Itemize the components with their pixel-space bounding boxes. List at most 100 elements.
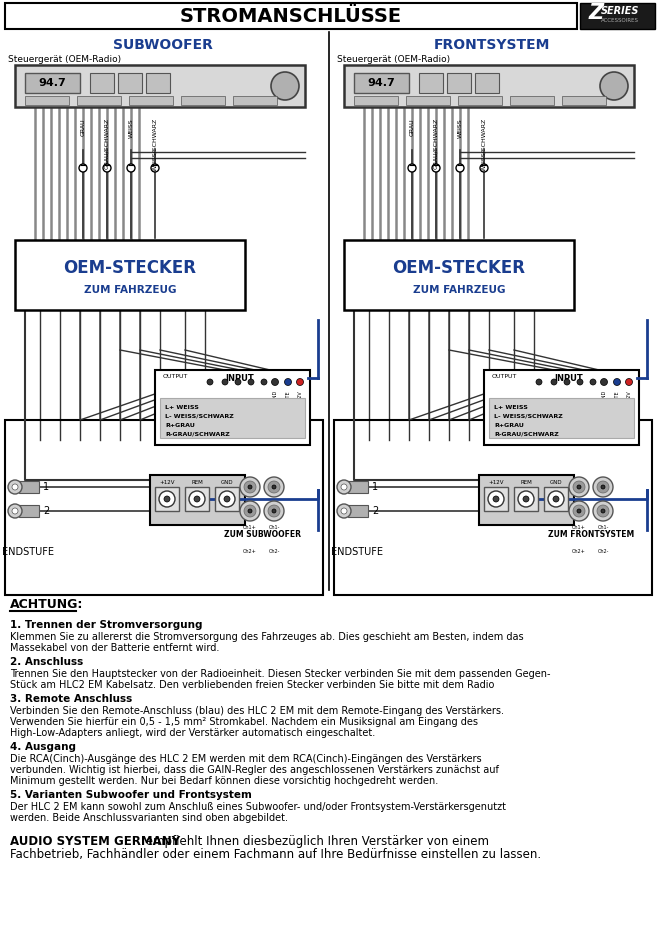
Text: Ch2+: Ch2+ <box>572 549 586 554</box>
Text: Ch1+: Ch1+ <box>572 525 586 530</box>
Circle shape <box>151 164 159 172</box>
Circle shape <box>264 501 284 521</box>
Text: Stück am HLC2 EM Kabelsatz. Den verbliebenden freien Stecker verbinden Sie bitte: Stück am HLC2 EM Kabelsatz. Den verblieb… <box>10 680 494 690</box>
Text: +12V: +12V <box>488 480 504 485</box>
Circle shape <box>456 164 464 172</box>
Circle shape <box>577 509 581 513</box>
Text: ZUM FRONTSYSTEM: ZUM FRONTSYSTEM <box>548 530 634 539</box>
Circle shape <box>271 72 299 100</box>
Circle shape <box>590 379 596 385</box>
Bar <box>419 73 443 93</box>
Circle shape <box>244 481 256 493</box>
Bar <box>344 65 634 107</box>
Circle shape <box>597 481 609 493</box>
Circle shape <box>337 504 351 518</box>
Text: SERIES: SERIES <box>601 6 640 16</box>
Text: 1: 1 <box>372 482 378 492</box>
Circle shape <box>548 491 564 507</box>
Circle shape <box>264 477 284 497</box>
Circle shape <box>248 379 254 385</box>
Circle shape <box>207 379 213 385</box>
Circle shape <box>8 480 22 494</box>
Text: Ch2+: Ch2+ <box>243 549 257 554</box>
Text: +12V: +12V <box>297 390 303 404</box>
Circle shape <box>573 481 585 493</box>
Text: GRAU: GRAU <box>80 118 86 135</box>
Circle shape <box>297 379 303 386</box>
Circle shape <box>127 164 135 172</box>
Bar <box>562 96 606 105</box>
Circle shape <box>341 484 347 490</box>
Text: Ch1-: Ch1- <box>597 525 609 530</box>
Text: Die RCA(Cinch)-Ausgänge des HLC 2 EM werden mit dem RCA(Cinch)-Eingängen des Ver: Die RCA(Cinch)-Ausgänge des HLC 2 EM wer… <box>10 754 482 764</box>
Text: ZUM FAHRZEUG: ZUM FAHRZEUG <box>413 285 505 295</box>
Bar <box>181 96 225 105</box>
Text: REM: REM <box>520 480 532 485</box>
Text: Steuergerät (OEM-Radio): Steuergerät (OEM-Radio) <box>337 55 450 64</box>
Circle shape <box>564 379 570 385</box>
Text: Verbinden Sie den Remote-Anschluss (blau) des HLC 2 EM mit dem Remote-Eingang de: Verbinden Sie den Remote-Anschluss (blau… <box>10 706 504 716</box>
Text: Fachbetrieb, Fachhändler oder einem Fachmann auf Ihre Bedürfnisse einstellen zu : Fachbetrieb, Fachhändler oder einem Fach… <box>10 848 541 861</box>
Bar <box>344 240 574 310</box>
Circle shape <box>626 379 632 386</box>
Text: ZUM FAHRZEUG: ZUM FAHRZEUG <box>84 285 176 295</box>
Circle shape <box>600 72 628 100</box>
Bar <box>479 475 574 525</box>
Text: High-Low-Adapters anliegt, wird der Verstärker automatisch eingeschaltet.: High-Low-Adapters anliegt, wird der Vers… <box>10 728 375 738</box>
Text: WEISS: WEISS <box>128 118 134 138</box>
Text: OUTPUT: OUTPUT <box>492 374 517 379</box>
Bar <box>458 96 502 105</box>
Text: Ch1-: Ch1- <box>268 525 280 530</box>
Circle shape <box>597 505 609 517</box>
Bar <box>15 65 305 107</box>
Text: INPUT: INPUT <box>554 374 583 383</box>
Text: 1. Trennen der Stromversorgung: 1. Trennen der Stromversorgung <box>10 620 203 630</box>
Circle shape <box>577 379 583 385</box>
Circle shape <box>601 509 605 513</box>
Bar <box>489 398 634 438</box>
Text: GND: GND <box>272 390 278 401</box>
Bar <box>348 481 368 493</box>
Text: GRAU/SCHWARZ: GRAU/SCHWARZ <box>434 118 438 169</box>
Text: ENDSTUFE: ENDSTUFE <box>331 547 383 557</box>
Text: GND: GND <box>220 480 234 485</box>
Circle shape <box>601 379 607 386</box>
Bar <box>129 96 173 105</box>
Bar <box>354 73 409 93</box>
Text: R+GRAU: R+GRAU <box>494 423 524 428</box>
Text: WEISS/SCHWARZ: WEISS/SCHWARZ <box>153 118 157 171</box>
Text: +12V: +12V <box>159 480 175 485</box>
Bar <box>118 73 142 93</box>
Text: Z: Z <box>589 3 604 23</box>
Bar <box>15 240 245 310</box>
Text: ENDSTUFE: ENDSTUFE <box>2 547 54 557</box>
Text: Klemmen Sie zu allererst die Stromversorgung des Fahrzeuges ab. Dies geschieht a: Klemmen Sie zu allererst die Stromversor… <box>10 632 524 642</box>
Text: 94.7: 94.7 <box>38 78 66 88</box>
Circle shape <box>268 481 280 493</box>
Text: OUTPUT: OUTPUT <box>163 374 188 379</box>
Circle shape <box>569 477 589 497</box>
Bar <box>155 487 179 511</box>
Circle shape <box>272 379 278 386</box>
Bar <box>475 73 499 93</box>
Circle shape <box>248 509 252 513</box>
Bar <box>5 3 577 29</box>
Circle shape <box>553 496 559 502</box>
Bar <box>510 96 554 105</box>
Circle shape <box>240 477 260 497</box>
Text: Minimum gestellt werden. Nur bei Bedarf können diese vorsichtig hochgedreht werd: Minimum gestellt werden. Nur bei Bedarf … <box>10 776 438 786</box>
Text: AUDIO SYSTEM GERMANY: AUDIO SYSTEM GERMANY <box>10 835 180 848</box>
Text: Ch2-: Ch2- <box>268 549 280 554</box>
Text: Der HLC 2 EM kann sowohl zum Anschluß eines Subwoofer- und/oder Frontsystem-Vers: Der HLC 2 EM kann sowohl zum Anschluß ei… <box>10 802 506 812</box>
Text: ACCESSOIRES: ACCESSOIRES <box>601 17 639 23</box>
Bar <box>19 481 39 493</box>
Circle shape <box>159 491 175 507</box>
Text: ZUM SUBWOOFER: ZUM SUBWOOFER <box>224 530 301 539</box>
Circle shape <box>523 496 529 502</box>
Text: REM: REM <box>191 480 203 485</box>
Text: werden. Beide Anschlussvarianten sind oben abgebildet.: werden. Beide Anschlussvarianten sind ob… <box>10 813 288 823</box>
Bar <box>185 487 209 511</box>
Text: WEISS: WEISS <box>457 118 463 138</box>
Circle shape <box>577 485 581 489</box>
Text: empfiehlt Ihnen diesbezüglich Ihren Verstärker von einem: empfiehlt Ihnen diesbezüglich Ihren Vers… <box>142 835 489 848</box>
